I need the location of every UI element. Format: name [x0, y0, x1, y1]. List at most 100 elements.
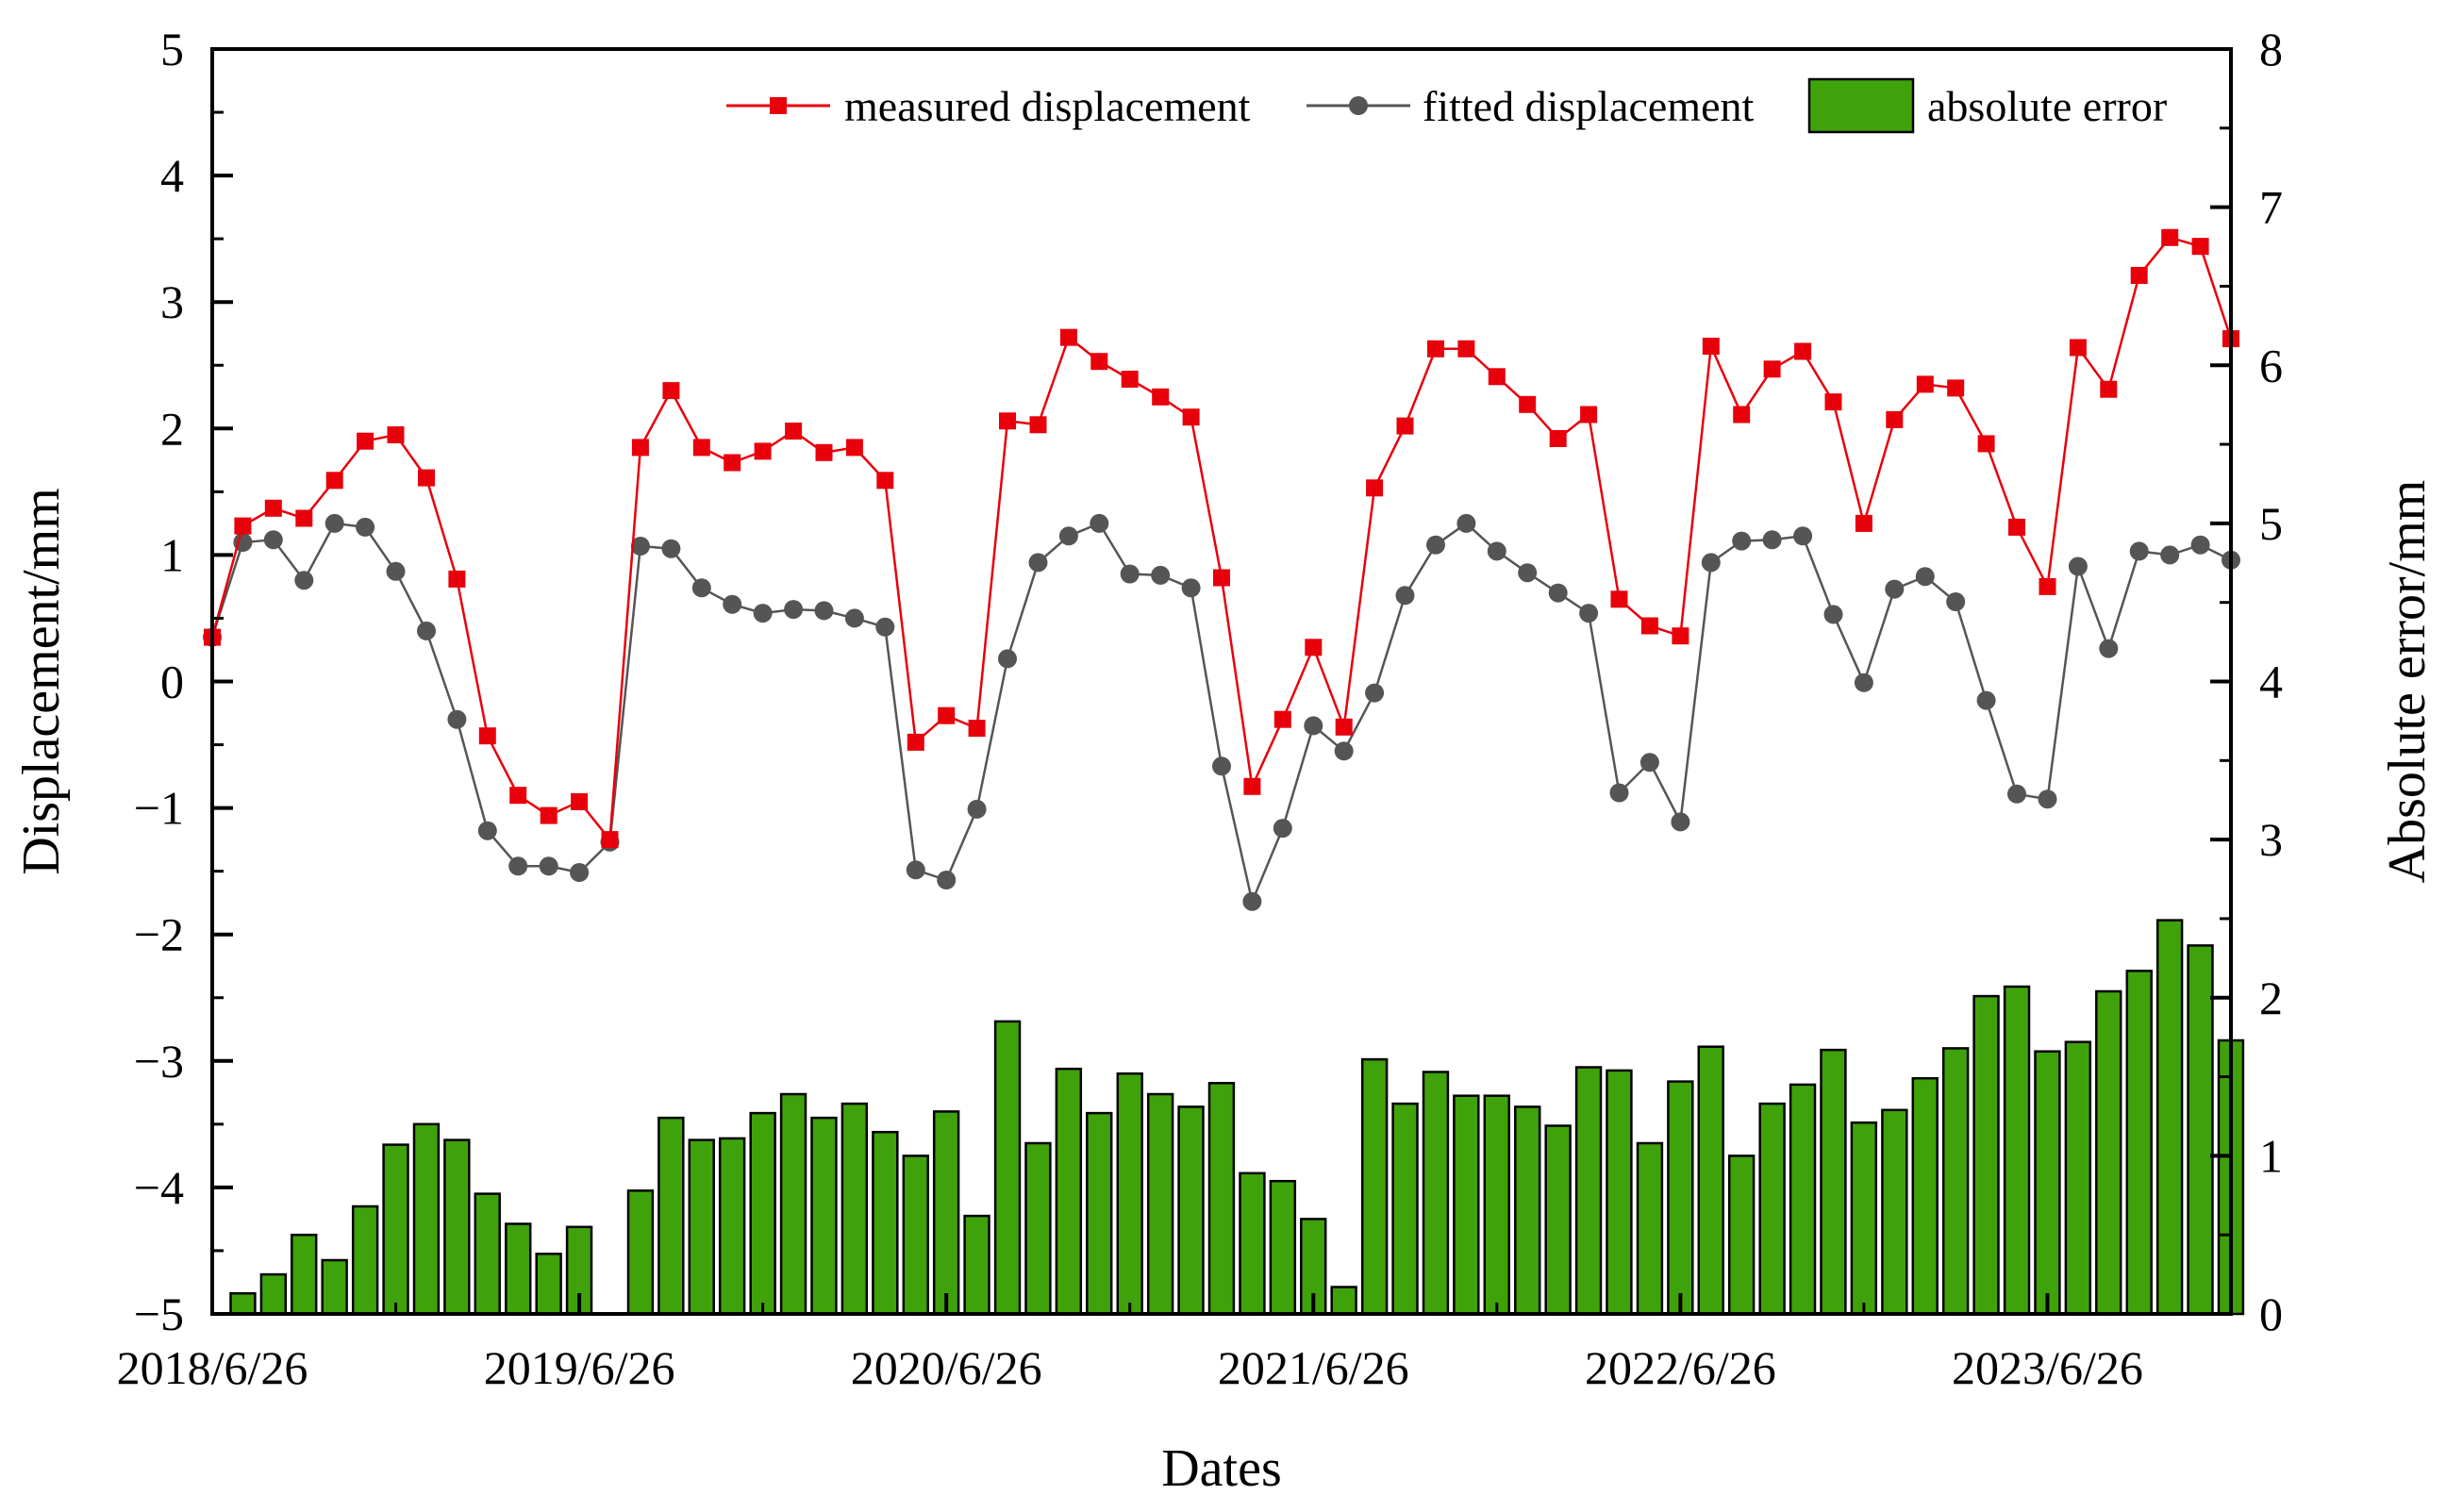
fitted-point — [1854, 673, 1873, 692]
fitted-point — [784, 600, 804, 620]
error-bar — [382, 1143, 409, 1316]
error-bar — [993, 1020, 1022, 1316]
legend: measured displacement fitted displacemen… — [726, 77, 2167, 134]
y-left-tick-label: 3 — [160, 275, 184, 328]
error-bar — [1207, 1082, 1236, 1316]
fitted-point — [2038, 789, 2057, 809]
measured-point — [907, 733, 924, 751]
error-bar — [1024, 1141, 1052, 1316]
error-bar — [840, 1102, 869, 1316]
x-tick-label: 2020/6/26 — [851, 1341, 1042, 1394]
fitted-point — [1365, 683, 1385, 703]
error-bar — [412, 1122, 441, 1316]
fitted-point — [1639, 753, 1659, 773]
x-axis-title: Dates — [1161, 1439, 1282, 1498]
error-bar — [2125, 970, 2153, 1316]
measured-point — [1640, 617, 1658, 635]
x-tick-label: 2022/6/26 — [1585, 1341, 1776, 1394]
fitted-point — [1456, 513, 1476, 533]
fitted-point — [844, 608, 864, 628]
y-left-tick-label: 4 — [160, 149, 184, 202]
y-right-tick-label: 7 — [2259, 181, 2283, 234]
y-left-tick-label: −2 — [134, 908, 184, 961]
y-left-tick-label: −3 — [134, 1035, 184, 1088]
error-bar — [1881, 1108, 1908, 1316]
measured-point — [2161, 228, 2179, 246]
error-bar — [810, 1116, 838, 1316]
fitted-point — [1426, 535, 1445, 555]
measured-point — [1273, 710, 1291, 728]
measured-point — [1519, 395, 1537, 413]
fitted-point — [906, 860, 925, 880]
fitted-point — [1946, 592, 1966, 611]
error-bar — [229, 1291, 257, 1316]
y-right-tick-label: 1 — [2259, 1129, 2283, 1182]
fitted-point — [1487, 541, 1506, 561]
measured-point — [968, 720, 986, 738]
fitted-series — [203, 513, 2240, 911]
measured-point — [631, 439, 649, 457]
fitted-point — [1885, 579, 1905, 599]
fitted-point — [1609, 783, 1629, 803]
measured-point — [1977, 435, 1995, 453]
error-bar — [2155, 919, 2184, 1316]
measured-point — [1243, 777, 1261, 795]
fitted-point — [386, 561, 406, 581]
y-left-tick-label: 1 — [160, 528, 184, 581]
error-bar — [1544, 1124, 1572, 1316]
error-bars — [229, 919, 2245, 1316]
x-tick-label: 2018/6/26 — [117, 1341, 308, 1394]
measured-point — [724, 454, 741, 472]
measured-point — [448, 570, 466, 588]
error-bar — [291, 1233, 318, 1316]
fitted-point — [356, 517, 375, 537]
x-tick-label: 2019/6/26 — [484, 1341, 675, 1394]
error-bar — [1177, 1105, 1205, 1316]
measured-point — [938, 706, 956, 724]
measured-point — [601, 831, 619, 849]
y-right-axis-title: Absolute error/mm — [2378, 480, 2437, 884]
y-left-tick-label: 0 — [160, 656, 184, 708]
measured-point — [1610, 590, 1628, 608]
error-bar — [1574, 1066, 1603, 1316]
error-bar — [718, 1137, 746, 1316]
measured-point — [1059, 328, 1077, 346]
error-bar — [1269, 1179, 1297, 1316]
error-bar — [749, 1111, 776, 1316]
measured-point — [662, 382, 680, 400]
measured-point — [1947, 379, 1965, 397]
measured-point — [2008, 518, 2025, 536]
fitted-point — [1273, 819, 1292, 839]
measured-series — [204, 228, 2239, 849]
measured-point — [1672, 627, 1689, 645]
axis-ticks — [210, 47, 2231, 1316]
fitted-point — [1120, 564, 1140, 584]
fitted-point — [2129, 541, 2149, 561]
fitted-point — [417, 621, 436, 640]
measured-point — [509, 787, 527, 805]
measured-point — [540, 806, 558, 824]
fitted-point — [1181, 578, 1201, 598]
measured-point — [1152, 388, 1170, 406]
measured-point — [1305, 639, 1323, 656]
axis-labels: 5 4 3 2 1 0 −1 −2 −3 −4 −5 8 7 6 5 4 3 2 1 0 2018/6/26 2019/6… — [117, 23, 2283, 1394]
error-bar — [1422, 1071, 1450, 1316]
fitted-point — [1212, 756, 1231, 776]
measured-point — [1794, 342, 1812, 360]
y-left-tick-label: −4 — [134, 1161, 184, 1214]
measured-point — [1733, 406, 1751, 424]
error-bar — [1360, 1057, 1389, 1316]
error-bar — [1667, 1080, 1694, 1316]
error-bar — [1055, 1067, 1083, 1316]
fitted-point — [875, 617, 895, 637]
y-left-tick-label: −1 — [134, 782, 184, 835]
measured-point — [1702, 338, 1720, 356]
error-bar — [1941, 1047, 1970, 1316]
fitted-point — [570, 863, 590, 882]
y-right-tick-label: 8 — [2259, 23, 2283, 75]
error-bar — [474, 1192, 501, 1316]
fitted-point — [1242, 891, 1262, 911]
measured-point — [1457, 340, 1475, 357]
error-bar — [443, 1138, 471, 1316]
measured-point — [1182, 408, 1200, 426]
